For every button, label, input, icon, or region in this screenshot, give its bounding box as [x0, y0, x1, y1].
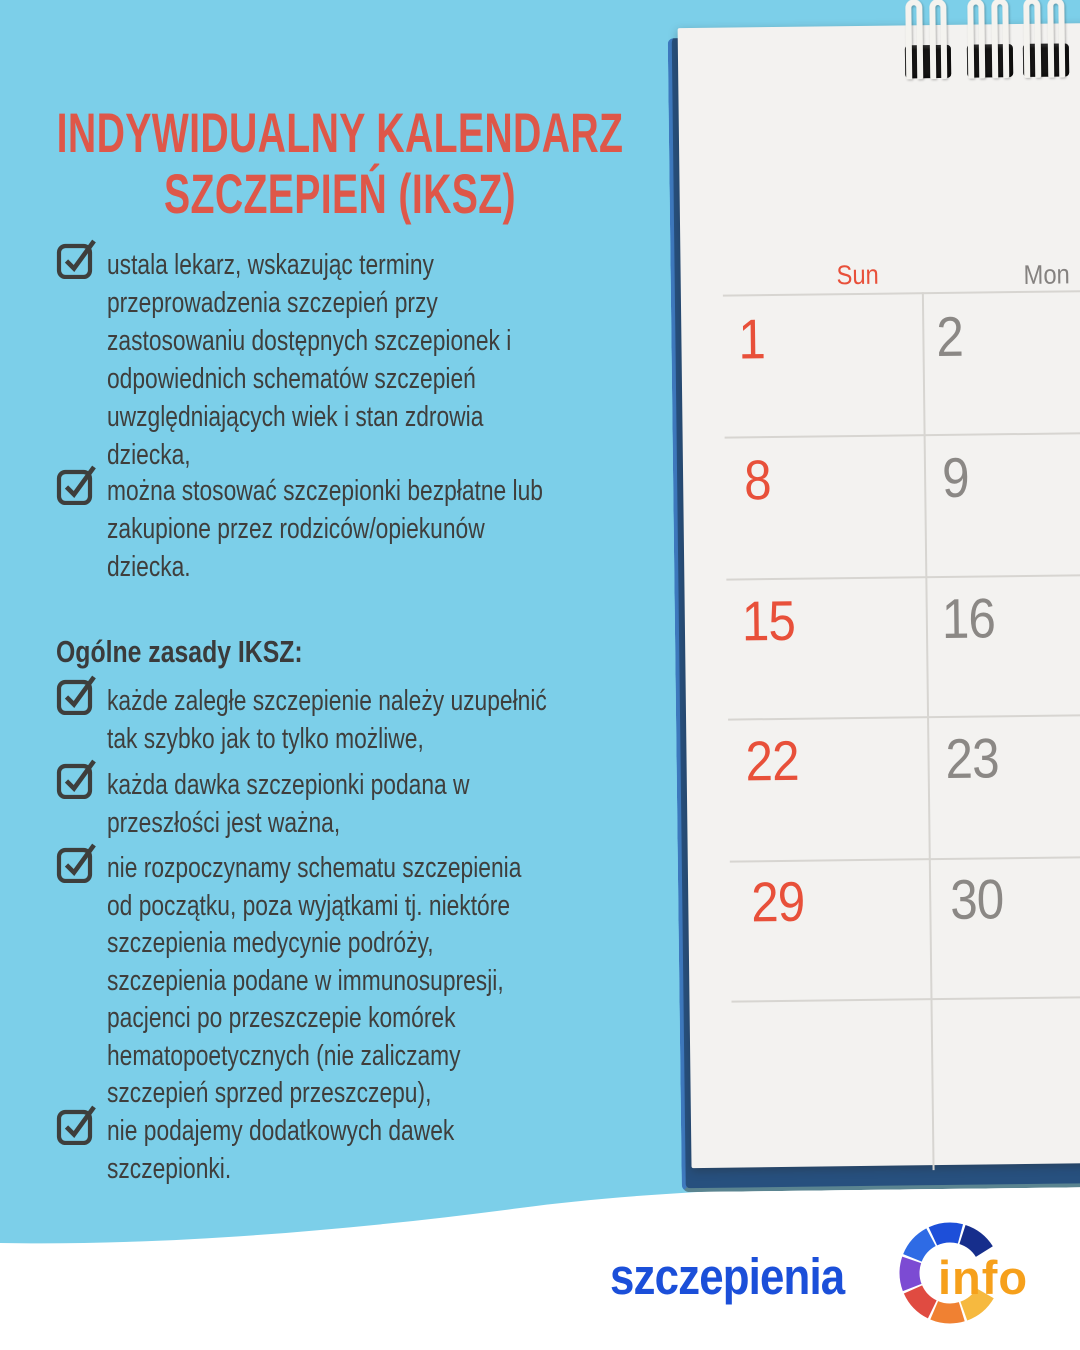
- calendar-date: 1: [738, 307, 766, 371]
- calendar-date: 30: [949, 867, 1004, 931]
- spiral-binding-ring: [904, 0, 952, 119]
- brand-info-text: info: [938, 1251, 1029, 1304]
- binding-wire-icon: [967, 0, 986, 79]
- binding-wire-icon: [1023, 0, 1042, 78]
- calendar-grid-line: [726, 573, 1080, 581]
- checklist-item: każde zaległe szczepienie należy uzupełn…: [56, 675, 656, 758]
- calendar-date: 15: [741, 588, 796, 653]
- checkbox-icon: [56, 843, 96, 883]
- checkbox-icon: [56, 1105, 96, 1145]
- calendar-date: 2: [936, 304, 964, 369]
- logo-arc-icon: [899, 1222, 1001, 1324]
- calendar-photo: Sun Mon 1 2 8 9 15 16 22 23 29 30: [631, 0, 1080, 1241]
- spiral-binding-ring: [966, 0, 1014, 119]
- calendar-date: 29: [750, 869, 805, 934]
- calendar-grid-line: [724, 431, 1080, 439]
- calendar-grid-line: [728, 713, 1080, 721]
- checklist-item-text: nie rozpoczynamy schematu szczepienia od…: [107, 852, 522, 1109]
- calendar-page: Sun Mon 1 2 8 9 15 16 22 23 29 30: [677, 23, 1080, 1171]
- checklist-item-text: nie podajemy dodatkowych dawek szczepion…: [107, 1115, 455, 1185]
- calendar-date: 8: [743, 448, 772, 512]
- checkbox-icon: [56, 239, 96, 279]
- checklist-item-text: każda dawka szczepionki podana w przeszł…: [107, 769, 470, 839]
- checklist-item: ustala lekarz, wskazując terminy przepro…: [56, 239, 656, 474]
- binding-wire-icon: [1047, 0, 1066, 78]
- checklist-item-text: każde zaległe szczepienie należy uzupełn…: [107, 685, 547, 755]
- calendar-grid-line: [729, 855, 1080, 863]
- page-title: INDYWIDUALNY KALENDARZ SZCZEPIEŃ (IKSZ): [56, 100, 624, 225]
- checklist-item: nie rozpoczynamy schematu szczepienia od…: [56, 843, 656, 1113]
- section-header: Ogólne zasady IKSZ:: [56, 633, 303, 669]
- calendar-grid-line: [722, 289, 1080, 297]
- calendar-grid-line: [731, 995, 1080, 1003]
- calendar-date: 22: [745, 728, 800, 793]
- checklist-item-text: można stosować szczepionki bezpłatne lub…: [107, 475, 543, 583]
- calendar-date: 16: [941, 586, 996, 650]
- checkbox-icon: [56, 759, 96, 799]
- checklist-item-text: ustala lekarz, wskazując terminy przepro…: [107, 249, 512, 471]
- brand-text: szczepienia: [610, 1248, 845, 1305]
- checklist-item: każda dawka szczepionki podana w przeszł…: [56, 759, 656, 842]
- checkbox-icon: [56, 675, 96, 715]
- footer-wave: [0, 1183, 1080, 1350]
- binding-wire-icon: [991, 0, 1010, 79]
- binding-wire-icon: [929, 0, 948, 80]
- checklist-item: można stosować szczepionki bezpłatne lub…: [56, 465, 656, 586]
- checklist-item: nie podajemy dodatkowych dawek szczepion…: [56, 1105, 656, 1188]
- spiral-binding-ring: [1022, 0, 1070, 118]
- day-header-mon: Mon: [1023, 259, 1070, 290]
- calendar-grid-line: [921, 292, 935, 1171]
- calendar-date: 23: [945, 726, 999, 790]
- binding-wire-icon: [905, 0, 924, 80]
- day-header-sun: Sun: [836, 259, 879, 291]
- calendar-date: 9: [941, 445, 970, 509]
- checkbox-icon: [56, 465, 96, 505]
